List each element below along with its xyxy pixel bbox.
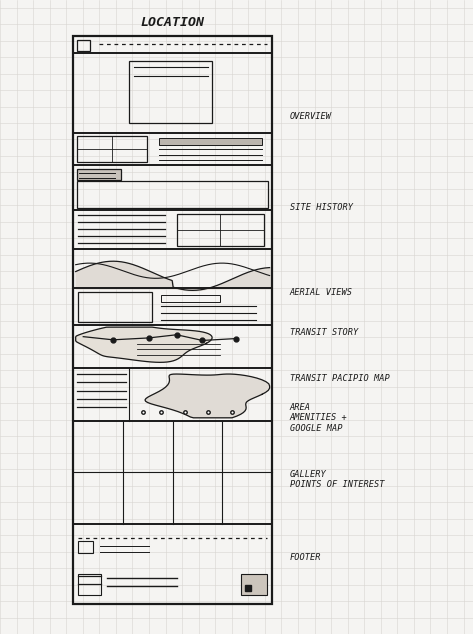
Bar xyxy=(73,210,272,249)
Text: OVERVIEW: OVERVIEW xyxy=(290,112,332,120)
Bar xyxy=(77,40,90,51)
Bar xyxy=(73,288,272,325)
Bar xyxy=(77,181,268,208)
Bar xyxy=(73,53,272,133)
Bar xyxy=(73,133,272,165)
Bar xyxy=(161,295,220,302)
Bar xyxy=(241,574,267,595)
Bar xyxy=(129,61,212,123)
Bar xyxy=(78,541,93,553)
Text: AREA
AMENITIES +
GOOGLE MAP: AREA AMENITIES + GOOGLE MAP xyxy=(290,403,348,433)
Bar xyxy=(77,136,147,162)
Bar xyxy=(78,292,151,322)
Text: FOOTER: FOOTER xyxy=(290,553,322,562)
Polygon shape xyxy=(145,374,270,418)
Bar xyxy=(73,368,272,421)
Bar xyxy=(73,36,272,53)
Bar xyxy=(77,169,121,180)
Polygon shape xyxy=(76,327,212,363)
Bar xyxy=(176,214,264,246)
Bar xyxy=(73,249,272,288)
Text: SITE HISTORY: SITE HISTORY xyxy=(290,204,353,212)
Bar xyxy=(73,36,272,604)
Bar xyxy=(73,165,272,210)
Bar xyxy=(73,421,272,524)
Bar xyxy=(78,574,101,595)
Text: AERIAL VIEWS: AERIAL VIEWS xyxy=(290,288,353,297)
Text: GALLERY
POINTS OF INTEREST: GALLERY POINTS OF INTEREST xyxy=(290,470,385,489)
Text: LOCATION: LOCATION xyxy=(140,16,205,29)
Bar xyxy=(73,325,272,368)
Text: TRANSIT STORY: TRANSIT STORY xyxy=(290,328,358,337)
Text: TRANSIT PACIPIO MAP: TRANSIT PACIPIO MAP xyxy=(290,374,390,383)
Bar xyxy=(73,524,272,604)
Bar xyxy=(159,138,262,145)
